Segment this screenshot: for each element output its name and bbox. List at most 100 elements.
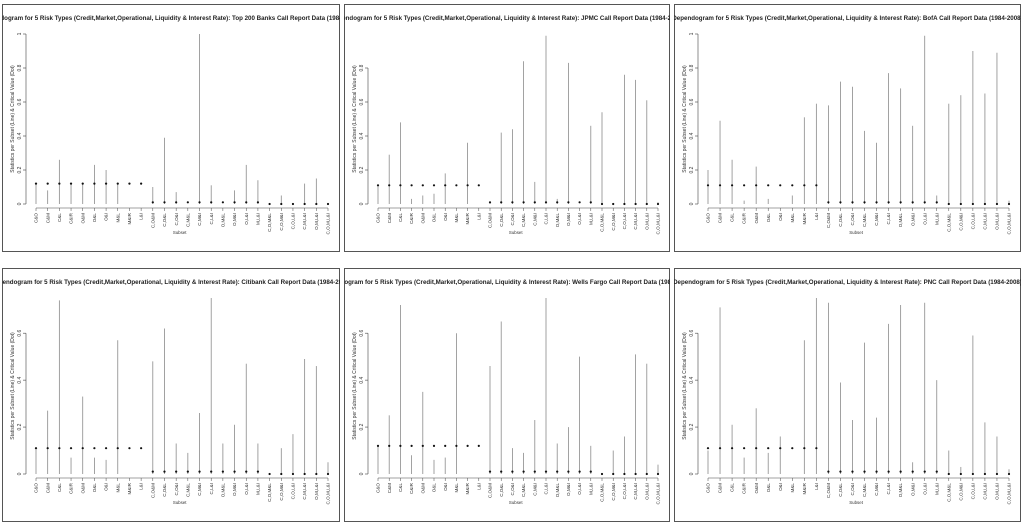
critical-value-dot bbox=[93, 447, 96, 450]
x-tick-label: O&L bbox=[766, 483, 771, 493]
x-tick-label: C&IR bbox=[742, 212, 747, 224]
x-tick-label: M&L bbox=[115, 213, 120, 223]
critical-value-dot bbox=[466, 444, 469, 447]
x-tick-label: O&L bbox=[766, 213, 771, 223]
y-tick-label: 0.2 bbox=[689, 166, 695, 173]
x-tick-label: C,M&L bbox=[185, 483, 190, 497]
y-tick-label: 0.4 bbox=[17, 376, 23, 383]
x-tick-label: C,O,L&I bbox=[970, 483, 975, 499]
x-axis-label: Subset bbox=[173, 500, 187, 505]
critical-value-dot bbox=[755, 184, 758, 187]
x-tick-label: C,O,M&L bbox=[267, 483, 272, 502]
y-tick-label: 0.6 bbox=[359, 98, 365, 105]
x-tick-label: C,O,M&I bbox=[279, 483, 284, 501]
y-tick-label: 0 bbox=[359, 472, 365, 475]
x-tick-label: C,M&L bbox=[862, 483, 867, 497]
critical-value-dot bbox=[544, 201, 548, 204]
critical-value-dot bbox=[432, 444, 436, 447]
critical-value-dot bbox=[500, 470, 503, 473]
x-tick-label: M&L bbox=[454, 213, 459, 223]
critical-value-dot bbox=[911, 201, 914, 204]
critical-value-dot bbox=[851, 201, 854, 204]
critical-value-dot bbox=[589, 201, 592, 204]
y-tick-label: 0.6 bbox=[17, 330, 23, 337]
critical-value-dot bbox=[104, 182, 108, 185]
y-tick-label: 0.2 bbox=[359, 166, 365, 173]
x-tick-label: C&IR bbox=[69, 212, 74, 224]
x-axis-label: Subset bbox=[849, 500, 863, 505]
x-tick-label: C,O&L bbox=[162, 213, 167, 227]
x-tick-label: C,O,L&I bbox=[970, 213, 975, 229]
x-tick-label: O&I bbox=[104, 483, 109, 491]
critical-value-dot bbox=[556, 201, 559, 204]
x-tick-label: C,M&I bbox=[532, 483, 537, 496]
critical-value-dot bbox=[533, 201, 536, 204]
x-tick-label: C&M bbox=[718, 213, 723, 223]
critical-value-dot bbox=[376, 444, 380, 447]
x-tick-label: C&O bbox=[706, 213, 711, 223]
x-tick-label: C,O,M&L bbox=[946, 213, 951, 232]
x-tick-label: O,M,L&I bbox=[314, 213, 319, 230]
x-tick-label: M&L bbox=[115, 483, 120, 493]
critical-value-dot bbox=[81, 447, 84, 450]
x-tick-label: O,M&I bbox=[910, 483, 915, 496]
x-tick-label: C,L&I bbox=[544, 483, 549, 495]
x-tick-label: C,O,M,L&I bbox=[1007, 213, 1012, 234]
critical-value-dot bbox=[803, 184, 806, 187]
panel-border bbox=[344, 268, 670, 522]
critical-value-dot bbox=[291, 472, 295, 476]
critical-value-dot bbox=[326, 472, 330, 476]
x-tick-label: C,L&I bbox=[209, 213, 214, 225]
x-tick-label: M&IR bbox=[802, 482, 807, 494]
x-tick-label: C,M,L&I bbox=[983, 483, 988, 500]
x-tick-label: C,L&I bbox=[886, 213, 891, 225]
critical-value-dot bbox=[522, 470, 525, 473]
x-tick-label: M&IR bbox=[127, 482, 132, 494]
critical-value-dot bbox=[163, 201, 166, 204]
critical-value-dot bbox=[899, 470, 902, 473]
panel-border bbox=[2, 4, 340, 252]
x-tick-label: O&I bbox=[443, 483, 448, 491]
y-tick-label: 0 bbox=[689, 472, 695, 475]
x-tick-label: O,M&L bbox=[555, 483, 560, 498]
x-tick-label: C,O&L bbox=[838, 213, 843, 227]
x-tick-label: C&M bbox=[45, 483, 50, 493]
x-tick-label: C,O&L bbox=[838, 483, 843, 497]
critical-value-dot bbox=[839, 470, 842, 473]
x-tick-label: C,O&M bbox=[826, 483, 831, 498]
x-tick-label: C,L&I bbox=[544, 213, 549, 225]
x-tick-label: M&IR bbox=[465, 482, 470, 494]
critical-value-dot bbox=[488, 201, 492, 204]
x-tick-label: O,M,L&I bbox=[995, 483, 1000, 500]
y-tick-label: 1 bbox=[689, 32, 695, 35]
x-tick-label: O,M&L bbox=[898, 483, 903, 498]
x-tick-label: C,O,M,L&I bbox=[1007, 483, 1012, 504]
critical-value-dot bbox=[291, 202, 295, 206]
chart-title: Dependogram for 5 Risk Types (Credit,Mar… bbox=[674, 15, 1021, 22]
chart-panel-2: Dependogram for 5 Risk Types (Credit,Mar… bbox=[344, 4, 670, 252]
critical-value-dot bbox=[326, 202, 330, 206]
critical-value-dot bbox=[623, 202, 626, 206]
critical-value-dot bbox=[388, 184, 391, 187]
x-tick-label: C,O&I bbox=[850, 213, 855, 226]
x-tick-label: C,O,M&L bbox=[600, 213, 605, 232]
x-tick-label: C,L&I bbox=[886, 483, 891, 495]
x-tick-label: C,O,M&I bbox=[958, 213, 963, 231]
x-tick-label: C,O&M bbox=[488, 483, 493, 498]
critical-value-dot bbox=[947, 202, 950, 206]
critical-value-dot bbox=[959, 472, 962, 476]
y-tick-label: 0.4 bbox=[689, 132, 695, 139]
panel-border bbox=[344, 4, 670, 252]
critical-value-dot bbox=[935, 201, 938, 204]
x-tick-label: M,L&I bbox=[256, 483, 261, 495]
critical-value-dot bbox=[128, 447, 131, 450]
x-tick-label: O,M&I bbox=[566, 213, 571, 226]
critical-value-dot bbox=[730, 447, 734, 450]
critical-value-dot bbox=[839, 201, 842, 204]
critical-value-dot bbox=[69, 447, 73, 450]
critical-value-dot bbox=[221, 470, 224, 473]
x-tick-label: C,O,M,L&I bbox=[326, 483, 331, 504]
x-tick-label: C,M&I bbox=[197, 483, 202, 496]
x-tick-label: O&M bbox=[420, 213, 425, 224]
y-tick-label: 0.4 bbox=[359, 376, 365, 383]
